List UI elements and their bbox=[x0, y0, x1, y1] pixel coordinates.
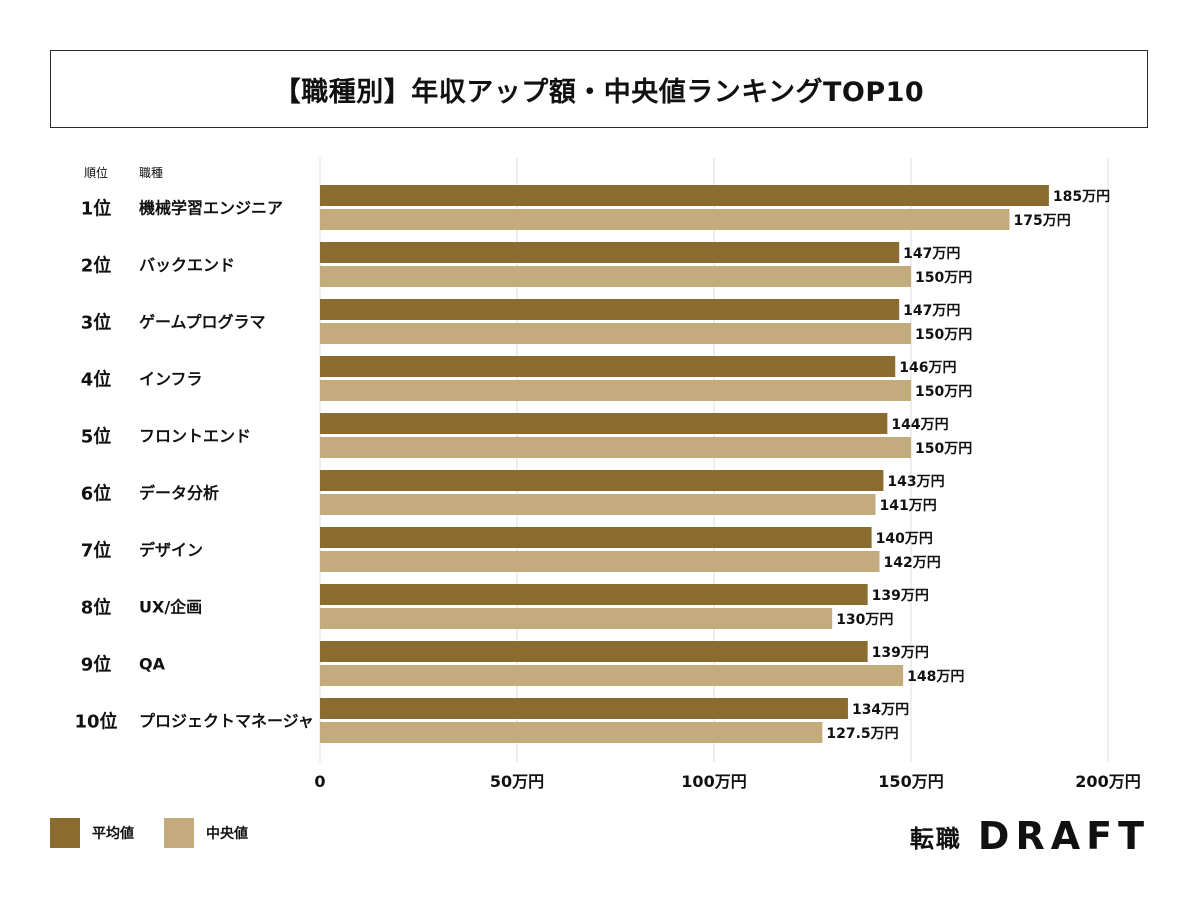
legend-item-average: 平均値 bbox=[50, 818, 134, 848]
bar-median bbox=[320, 494, 876, 515]
legend-label-average: 平均値 bbox=[92, 826, 134, 842]
category-label: フロントエンド bbox=[139, 427, 251, 446]
category-label: UX/企画 bbox=[139, 598, 202, 617]
category-label: QA bbox=[139, 655, 166, 674]
data-label-median: 148万円 bbox=[907, 669, 964, 685]
data-label-median: 150万円 bbox=[915, 270, 972, 286]
legend-swatch-median bbox=[164, 818, 194, 848]
data-label-average: 139万円 bbox=[872, 645, 929, 661]
rank-label: 6位 bbox=[81, 483, 112, 505]
rank-label: 5位 bbox=[81, 426, 112, 448]
category-label: バックエンド bbox=[139, 256, 235, 275]
data-label-average: 147万円 bbox=[903, 303, 960, 319]
bar-median bbox=[320, 437, 911, 458]
bar-average bbox=[320, 641, 868, 662]
bar-median bbox=[320, 551, 880, 572]
rank-label: 3位 bbox=[81, 312, 112, 334]
category-label: 機械学習エンジニア bbox=[139, 199, 283, 218]
rank-label: 2位 bbox=[81, 255, 112, 277]
rank-label: 8位 bbox=[81, 597, 112, 619]
x-tick-label: 150万円 bbox=[878, 772, 943, 791]
category-label: デザイン bbox=[139, 541, 203, 560]
bar-average bbox=[320, 584, 868, 605]
bar-median bbox=[320, 722, 823, 743]
data-label-median: 127.5万円 bbox=[826, 726, 898, 742]
legend-swatch-average bbox=[50, 818, 80, 848]
data-label-average: 144万円 bbox=[891, 417, 948, 433]
job-column-header: 職種 bbox=[139, 166, 163, 180]
category-label: プロジェクトマネージャ bbox=[139, 712, 314, 731]
bar-average bbox=[320, 299, 900, 320]
category-label: データ分析 bbox=[139, 484, 219, 503]
data-label-median: 175万円 bbox=[1014, 213, 1071, 229]
data-label-average: 185万円 bbox=[1053, 189, 1110, 205]
data-label-average: 147万円 bbox=[903, 246, 960, 262]
data-label-median: 150万円 bbox=[915, 327, 972, 343]
data-label-median: 142万円 bbox=[883, 555, 940, 571]
legend-item-median: 中央値 bbox=[164, 818, 248, 848]
x-tick-label: 0 bbox=[314, 772, 325, 791]
data-label-average: 134万円 bbox=[852, 702, 909, 718]
chart-title: 【職種別】年収アップ額・中央値ランキングTOP10 bbox=[273, 76, 925, 108]
bar-average bbox=[320, 356, 896, 377]
data-label-average: 139万円 bbox=[872, 588, 929, 604]
bar-median bbox=[320, 323, 911, 344]
data-label-median: 130万円 bbox=[836, 612, 893, 628]
x-tick-label: 100万円 bbox=[681, 772, 746, 791]
rank-label: 7位 bbox=[81, 540, 112, 562]
rank-label: 1位 bbox=[81, 198, 112, 220]
category-label: ゲームプログラマ bbox=[139, 313, 266, 332]
bar-average bbox=[320, 698, 848, 719]
rank-label: 9位 bbox=[81, 654, 112, 676]
x-tick-label: 50万円 bbox=[490, 772, 544, 791]
logo-wordmark: DRAFT bbox=[977, 814, 1150, 858]
data-label-average: 143万円 bbox=[887, 474, 944, 490]
brand-logo: 転職 DRAFT bbox=[910, 814, 1150, 858]
bar-median bbox=[320, 608, 833, 629]
bar-median bbox=[320, 209, 1010, 230]
x-tick-label: 200万円 bbox=[1075, 772, 1140, 791]
bar-average bbox=[320, 185, 1049, 206]
data-label-median: 141万円 bbox=[880, 498, 937, 514]
bar-average bbox=[320, 527, 872, 548]
logo-kanji: 転職 bbox=[909, 824, 962, 853]
data-label-average: 146万円 bbox=[899, 360, 956, 376]
legend: 平均値 中央値 bbox=[50, 818, 278, 848]
data-label-median: 150万円 bbox=[915, 384, 972, 400]
bar-average bbox=[320, 242, 900, 263]
bar-median bbox=[320, 665, 904, 686]
rank-label: 4位 bbox=[81, 369, 112, 391]
data-label-median: 150万円 bbox=[915, 441, 972, 457]
bar-average bbox=[320, 470, 884, 491]
bar-median bbox=[320, 380, 911, 401]
legend-label-median: 中央値 bbox=[206, 826, 248, 842]
data-label-average: 140万円 bbox=[876, 531, 933, 547]
rank-label: 10位 bbox=[74, 711, 117, 733]
bar-median bbox=[320, 266, 911, 287]
title-box: 【職種別】年収アップ額・中央値ランキングTOP10 bbox=[50, 50, 1148, 128]
bar-average bbox=[320, 413, 888, 434]
category-label: インフラ bbox=[139, 370, 203, 389]
rank-column-header: 順位 bbox=[84, 165, 108, 180]
